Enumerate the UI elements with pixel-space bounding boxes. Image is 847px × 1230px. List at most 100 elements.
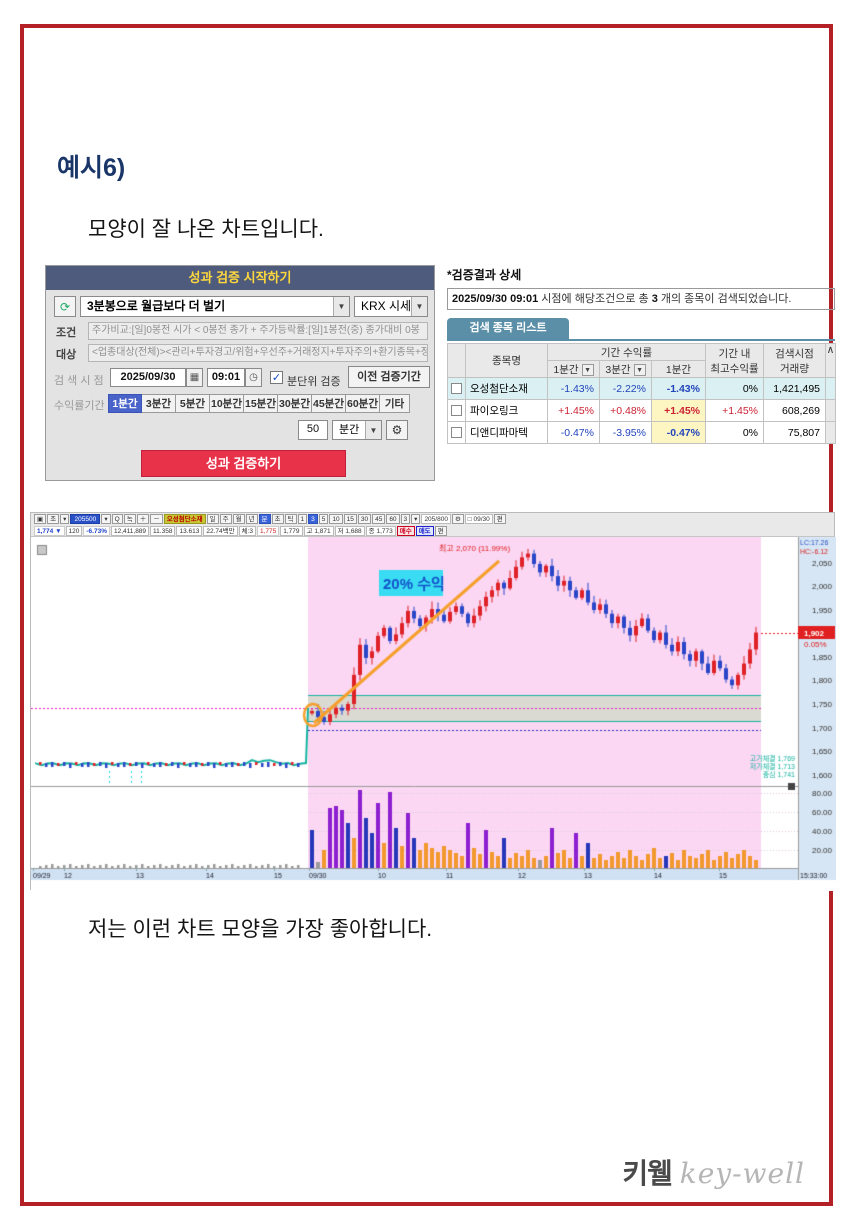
period-button-60분간[interactable]: 60분간 xyxy=(346,394,380,413)
refresh-icon[interactable]: ⟳ xyxy=(54,296,76,317)
sub-col-3min[interactable]: 3분간 ▼ xyxy=(599,360,652,378)
toolbar-token[interactable]: 205/800 xyxy=(421,514,451,524)
toolbar-token[interactable]: 3 xyxy=(400,514,411,524)
toolbar-token[interactable]: 고 1,871 xyxy=(303,526,334,536)
toolbar-token[interactable]: 일 xyxy=(206,514,219,524)
toolbar-token[interactable]: 1,779 xyxy=(280,526,303,536)
table-cell: -1.43% xyxy=(651,377,706,400)
period-button-1분간[interactable]: 1분간 xyxy=(108,394,142,413)
toolbar-token[interactable]: 10 xyxy=(329,514,343,524)
toolbar-token[interactable]: 22.74백만 xyxy=(203,526,238,536)
sub-col-1min[interactable]: 1분간 ▼ xyxy=(547,360,600,378)
checkbox-column-header xyxy=(447,343,466,378)
toolbar-token[interactable]: 5 xyxy=(318,514,329,524)
summary-count: 3 xyxy=(651,293,658,305)
toolbar-token[interactable]: 월 xyxy=(232,514,245,524)
toolbar-token[interactable]: 30 xyxy=(357,514,372,524)
chevron-down-icon[interactable]: ▼ xyxy=(411,297,427,316)
toolbar-token[interactable]: 초 xyxy=(271,514,284,524)
toolbar-token[interactable]: ▣ xyxy=(34,514,47,524)
toolbar-token[interactable]: ⚙ xyxy=(451,514,464,524)
toolbar-token[interactable]: 1,774 ▼ xyxy=(34,526,65,536)
toolbar-token[interactable]: 12,411,889 xyxy=(110,526,150,536)
toolbar-token[interactable]: ▾ xyxy=(101,514,111,524)
toolbar-token[interactable]: 11.358 xyxy=(150,526,176,536)
period-button-5분간[interactable]: 5분간 xyxy=(176,394,210,413)
toolbar-token[interactable]: 205500 xyxy=(70,514,101,524)
row-checkbox[interactable] xyxy=(451,405,462,417)
chevron-down-icon[interactable]: ▼ xyxy=(633,363,646,376)
toolbar-token[interactable]: 년 xyxy=(245,514,258,524)
market-dropdown[interactable]: KRX 시세 ▼ xyxy=(354,296,428,317)
toolbar-token[interactable]: 조 xyxy=(47,514,60,524)
custom-unit-dropdown[interactable]: 분간 ▼ xyxy=(332,420,382,440)
toolbar-token[interactable]: 매도 xyxy=(415,526,434,536)
period-button-10분간[interactable]: 10분간 xyxy=(210,394,244,413)
minute-verify-label: 분단위 검증 xyxy=(287,376,341,388)
toolbar-token[interactable]: 1,775 xyxy=(256,526,280,536)
minute-verify-checkbox[interactable]: ✓ xyxy=(270,371,283,384)
period-button-45분간[interactable]: 45분간 xyxy=(312,394,346,413)
toolbar-token[interactable]: － xyxy=(150,514,163,524)
toolbar-token[interactable]: ＋ xyxy=(136,514,150,524)
search-time-input[interactable]: 09:01 xyxy=(207,368,245,387)
col-vol-line2: 거래량 xyxy=(780,362,809,375)
chevron-down-icon[interactable]: ▼ xyxy=(581,363,594,376)
toolbar-token[interactable]: 녹 xyxy=(123,514,136,524)
sub-col-1min-b[interactable]: 1분간 xyxy=(651,360,706,378)
toolbar-token[interactable]: 3 xyxy=(308,514,318,524)
clock-icon[interactable]: ◷ xyxy=(245,368,262,387)
condition-field[interactable]: 주가비교:[일]0봉전 시가 < 0봉전 종가 + 주가등락률:[일]1봉전(중… xyxy=(88,322,428,340)
toolbar-token[interactable]: 틱 xyxy=(284,514,297,524)
toolbar-token[interactable]: 15 xyxy=(343,514,357,524)
tab-search-stock-list[interactable]: 검색 종목 리스트 xyxy=(447,318,569,339)
toolbar-token[interactable]: 저 1,688 xyxy=(334,526,365,536)
toolbar-token[interactable]: ▾ xyxy=(411,514,421,524)
toolbar-token[interactable]: □ 09/30 xyxy=(464,514,493,524)
col-volume-header[interactable]: 검색시점 거래량 xyxy=(763,343,826,378)
toolbar-token[interactable]: 분 xyxy=(258,514,271,524)
custom-minutes-input[interactable]: 50 xyxy=(298,420,328,440)
toolbar-token[interactable]: 45 xyxy=(372,514,386,524)
toolbar-token[interactable]: ▾ xyxy=(60,514,70,524)
toolbar-token[interactable]: 매수 xyxy=(396,526,415,536)
toolbar-token[interactable]: 13.613 xyxy=(176,526,203,536)
toolbar-token[interactable]: 편 xyxy=(493,514,506,524)
chevron-down-icon[interactable]: ▼ xyxy=(333,297,349,316)
table-row: 디앤디파마텍 -0.47% -3.95% -0.47% 0% 75,807 xyxy=(447,421,836,444)
toolbar-token[interactable]: 체:3 xyxy=(238,526,256,536)
search-date-input[interactable]: 2025/09/30 xyxy=(110,368,186,387)
toolbar-token[interactable]: 오성첨단소재 xyxy=(163,514,206,524)
table-cell: +1.45% xyxy=(651,399,706,422)
period-button-기타[interactable]: 기타 xyxy=(380,394,410,413)
toolbar-token[interactable]: 120 xyxy=(65,526,83,536)
prev-verify-period-button[interactable]: 이전 검증기간 xyxy=(348,366,430,388)
chart-toolbar-row1: ▣ 조 ▾ 205500 ▾ Q 녹 ＋－ 오성첨단소재 일 주 월 년 분 초 틱 1 3 5 10 15 30 45 60… xyxy=(31,513,834,525)
run-verification-button[interactable]: 성과 검증하기 xyxy=(141,450,346,477)
row-checkbox[interactable] xyxy=(451,383,462,395)
scroll-up-arrow[interactable]: ∧ xyxy=(825,343,836,378)
calendar-icon[interactable]: ▦ xyxy=(186,368,203,387)
strategy-dropdown[interactable]: 3분봉으로 월급보다 더 벌기 ▼ xyxy=(80,296,350,317)
verification-result-panel: *검증결과 상세 2025/09/30 09:01 시점에 해당조건으로 총 3… xyxy=(447,266,836,444)
toolbar-token[interactable]: 편 xyxy=(434,526,447,536)
toolbar-token[interactable]: -6.73% xyxy=(83,526,110,536)
col-max-return-header[interactable]: 기간 내 최고수익률 xyxy=(705,343,764,378)
toolbar-token[interactable]: 60 xyxy=(386,514,400,524)
col-name-header[interactable]: 종목명 xyxy=(465,343,548,378)
toolbar-token[interactable]: 1 xyxy=(297,514,308,524)
period-button-15분간[interactable]: 15분간 xyxy=(244,394,278,413)
row-checkbox[interactable] xyxy=(451,427,462,439)
chart-toolbar-row2: 1,774 ▼ 120 -6.73% 12,411,889 11.358 13.613 22… xyxy=(31,525,834,536)
gear-icon[interactable]: ⚙ xyxy=(386,420,408,440)
toolbar-token[interactable]: 종 1,773 xyxy=(365,526,396,536)
col-max-line2: 최고수익률 xyxy=(710,362,759,375)
chevron-down-icon[interactable]: ▼ xyxy=(365,421,381,439)
toolbar-token[interactable]: 주 xyxy=(219,514,232,524)
period-button-30분간[interactable]: 30분간 xyxy=(278,394,312,413)
table-cell xyxy=(447,399,466,422)
toolbar-token[interactable]: Q xyxy=(111,514,123,524)
col-period-return-header[interactable]: 기간 수익률 xyxy=(547,343,706,361)
target-field[interactable]: <업종대상(전체)><관리+투자경고/위험+우선주+거래정지+투자주의+환기종목… xyxy=(88,344,428,362)
period-button-3분간[interactable]: 3분간 xyxy=(142,394,176,413)
